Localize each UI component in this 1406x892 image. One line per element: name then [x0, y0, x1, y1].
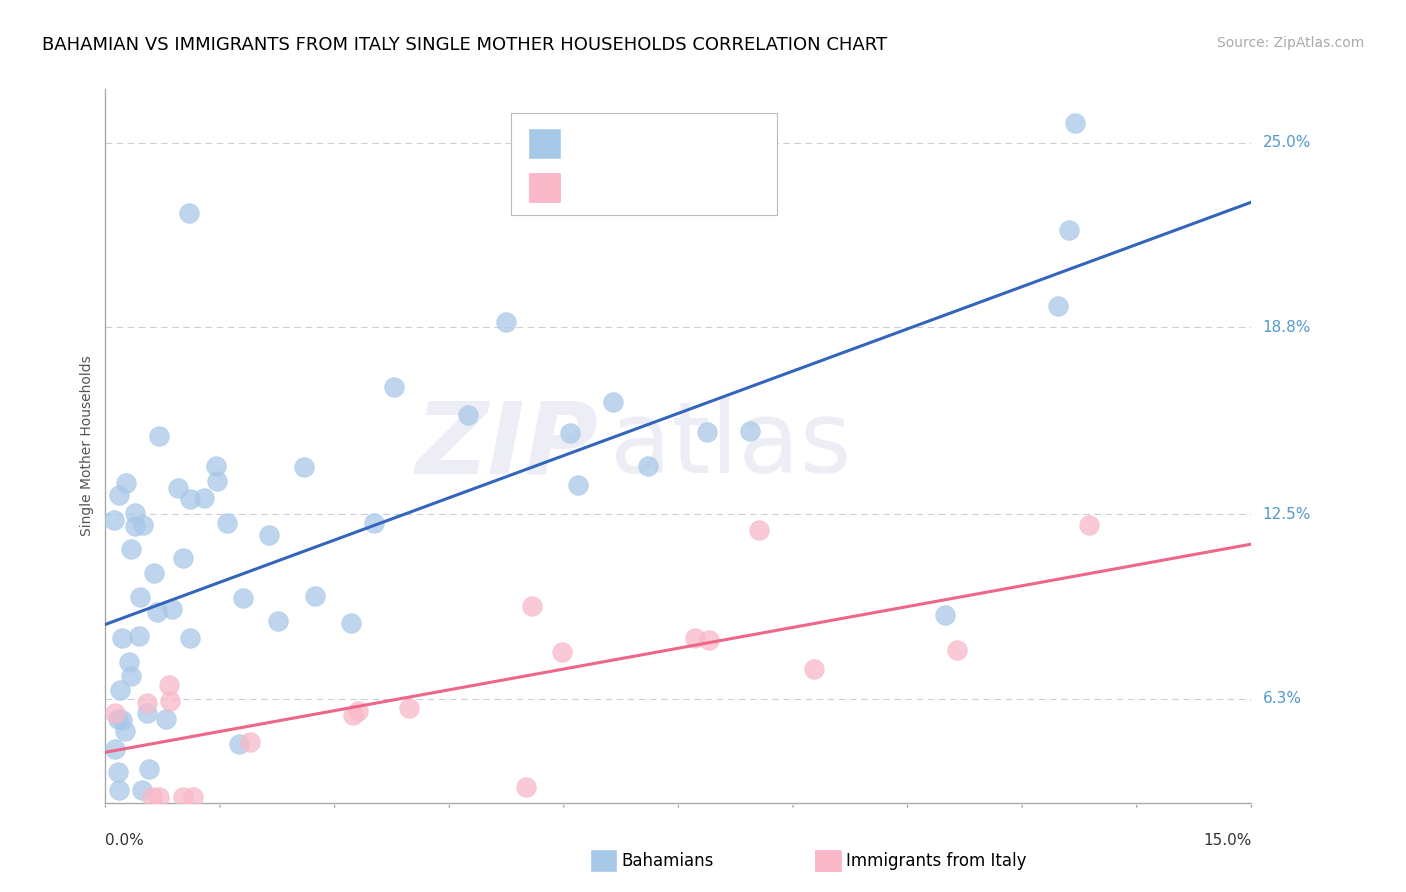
- Point: [131, 782, 153, 797]
- Point: [602, 394, 624, 409]
- Point: [520, 599, 543, 614]
- Point: [128, 629, 150, 643]
- Text: Bahamians: Bahamians: [621, 852, 714, 870]
- Point: [107, 712, 129, 726]
- Text: 12.5%: 12.5%: [1263, 507, 1310, 522]
- Point: [128, 590, 150, 604]
- Text: 57: 57: [696, 135, 721, 153]
- Point: [946, 642, 969, 657]
- Point: [558, 426, 581, 441]
- Point: [120, 542, 142, 557]
- Point: [259, 528, 281, 542]
- Point: [135, 696, 157, 710]
- Point: [934, 608, 956, 623]
- Point: [1047, 299, 1070, 313]
- Point: [107, 783, 129, 797]
- Point: [138, 762, 160, 776]
- Point: [683, 632, 706, 646]
- Point: [172, 789, 194, 804]
- Point: [339, 616, 361, 631]
- Point: [157, 677, 180, 691]
- Point: [567, 478, 589, 492]
- Point: [1078, 518, 1101, 533]
- Point: [398, 701, 420, 715]
- Point: [118, 655, 141, 669]
- Point: [155, 712, 177, 726]
- Text: 0.0%: 0.0%: [105, 833, 145, 848]
- Point: [108, 682, 131, 697]
- Point: [515, 780, 537, 794]
- Text: atlas: atlas: [610, 398, 851, 494]
- Text: 6.3%: 6.3%: [1263, 691, 1302, 706]
- Text: N =: N =: [654, 135, 706, 153]
- Text: R =: R =: [567, 135, 606, 153]
- Text: 0.331: 0.331: [605, 178, 662, 196]
- Text: Immigrants from Italy: Immigrants from Italy: [846, 852, 1026, 870]
- Point: [159, 694, 181, 708]
- Text: 0.389: 0.389: [605, 135, 662, 153]
- Point: [172, 550, 194, 565]
- Point: [551, 645, 574, 659]
- Point: [193, 491, 215, 506]
- Text: ZIP: ZIP: [415, 398, 598, 494]
- Point: [114, 724, 136, 739]
- Point: [115, 476, 138, 491]
- Point: [363, 516, 385, 530]
- Text: 25.0%: 25.0%: [1263, 136, 1310, 150]
- Point: [637, 459, 659, 474]
- Text: 18.8%: 18.8%: [1263, 319, 1310, 334]
- Point: [1057, 223, 1080, 237]
- Point: [179, 491, 201, 506]
- Point: [124, 506, 146, 520]
- Point: [132, 518, 155, 533]
- Point: [697, 632, 720, 647]
- Point: [342, 708, 364, 723]
- Point: [179, 632, 201, 646]
- Point: [748, 523, 770, 537]
- Point: [177, 205, 200, 219]
- Point: [740, 425, 762, 439]
- Point: [232, 591, 254, 605]
- Point: [104, 706, 127, 720]
- Text: 21: 21: [696, 178, 721, 196]
- Point: [145, 606, 167, 620]
- Point: [167, 481, 190, 495]
- Text: 15.0%: 15.0%: [1204, 833, 1251, 848]
- Point: [267, 614, 290, 628]
- Point: [107, 488, 129, 502]
- Y-axis label: Single Mother Households: Single Mother Households: [80, 356, 94, 536]
- Point: [228, 737, 250, 751]
- Point: [148, 428, 170, 442]
- Point: [347, 704, 370, 718]
- Point: [239, 735, 262, 749]
- Point: [143, 566, 166, 580]
- Point: [181, 789, 204, 804]
- Text: Source: ZipAtlas.com: Source: ZipAtlas.com: [1216, 36, 1364, 50]
- Point: [207, 474, 229, 488]
- Point: [696, 425, 718, 439]
- Point: [160, 601, 183, 615]
- Point: [141, 789, 163, 804]
- Point: [1064, 116, 1087, 130]
- Point: [148, 789, 170, 804]
- Point: [382, 380, 405, 394]
- Point: [120, 668, 142, 682]
- Point: [457, 408, 479, 422]
- Point: [803, 662, 825, 676]
- Point: [304, 589, 326, 603]
- Point: [215, 516, 238, 530]
- Point: [111, 632, 134, 646]
- Point: [124, 519, 146, 533]
- Point: [495, 315, 517, 329]
- Point: [107, 764, 129, 779]
- Point: [103, 513, 125, 527]
- Text: BAHAMIAN VS IMMIGRANTS FROM ITALY SINGLE MOTHER HOUSEHOLDS CORRELATION CHART: BAHAMIAN VS IMMIGRANTS FROM ITALY SINGLE…: [42, 36, 887, 54]
- Point: [292, 460, 315, 475]
- Point: [136, 706, 159, 720]
- Point: [205, 458, 228, 473]
- Text: N =: N =: [654, 178, 706, 196]
- Text: R =: R =: [567, 178, 606, 196]
- Point: [104, 741, 127, 756]
- Point: [111, 713, 134, 727]
